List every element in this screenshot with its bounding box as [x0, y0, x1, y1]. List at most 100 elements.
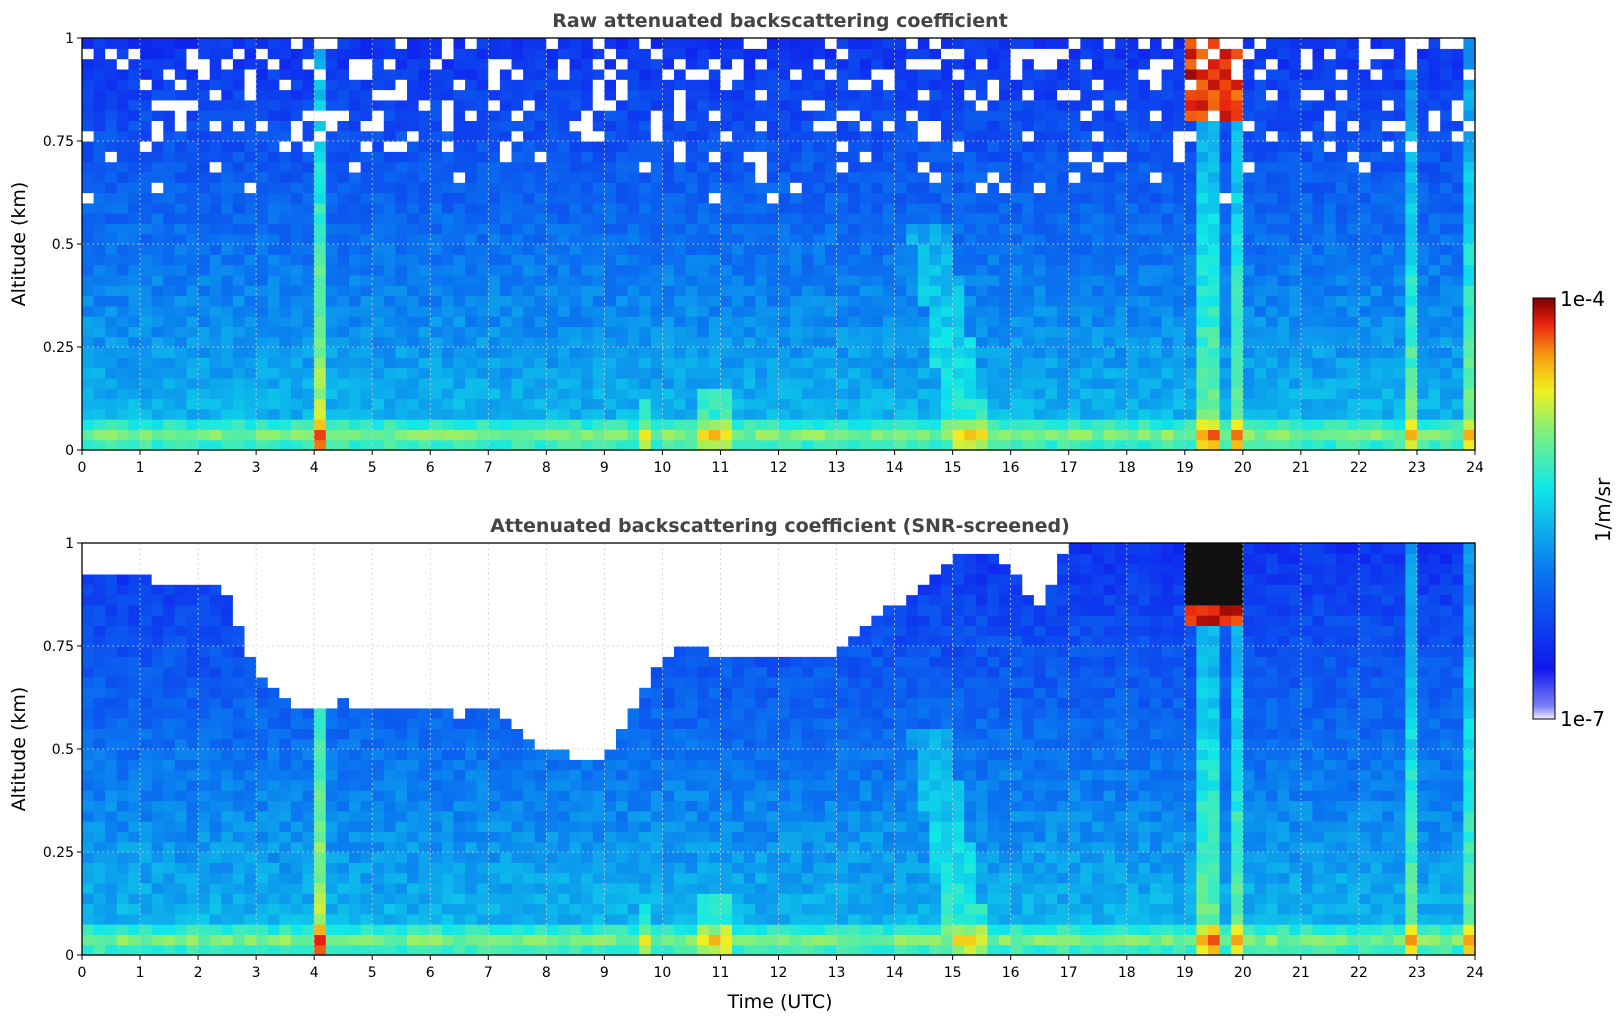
heatmap-cell [650, 223, 664, 235]
heatmap-cell [766, 429, 780, 441]
heatmap-cell [1115, 285, 1128, 297]
heatmap-cell [1208, 192, 1221, 204]
heatmap-cell [1149, 68, 1163, 80]
heatmap-cell [592, 99, 605, 111]
heatmap-cell [848, 419, 861, 430]
heatmap-cell [882, 429, 896, 441]
heatmap-cell [337, 357, 350, 369]
heatmap-cell [1451, 79, 1464, 91]
heatmap-cell [1428, 233, 1441, 245]
heatmap-cell [267, 171, 280, 183]
heatmap-cell [1033, 254, 1047, 266]
heatmap-cell [1057, 336, 1070, 348]
heatmap-cell [1080, 110, 1093, 121]
heatmap-cell [174, 244, 188, 255]
heatmap-cell [627, 408, 640, 420]
heatmap-cell [499, 398, 513, 410]
heatmap-cell [1254, 305, 1267, 317]
heatmap-cell [337, 305, 350, 317]
heatmap-cell [499, 68, 513, 80]
heatmap-cell [627, 151, 640, 163]
heatmap-cell [685, 254, 698, 266]
heatmap-cell [1405, 151, 1418, 163]
heatmap-cell [1451, 213, 1464, 224]
heatmap-cell [383, 439, 397, 451]
heatmap-cell [615, 264, 629, 276]
heatmap-cell [360, 295, 373, 307]
heatmap-cell [639, 68, 652, 80]
heatmap-cell [917, 274, 931, 286]
heatmap-cell [1324, 161, 1337, 173]
heatmap-cell [372, 182, 385, 194]
heatmap-cell [882, 295, 896, 307]
heatmap-cell [1242, 130, 1256, 142]
heatmap-cell [604, 161, 617, 173]
heatmap-cell [766, 419, 780, 430]
heatmap-cell [140, 254, 153, 266]
heatmap-cell [592, 213, 605, 224]
heatmap-cell [1266, 213, 1279, 224]
heatmap-cell [383, 264, 397, 276]
heatmap-cell [82, 790, 95, 802]
heatmap-cell [1149, 439, 1163, 451]
heatmap-cell [720, 439, 733, 451]
heatmap-cell [732, 99, 745, 111]
heatmap-cell [592, 305, 605, 317]
heatmap-cell [836, 233, 849, 245]
heatmap-cell [755, 357, 768, 369]
heatmap-cell [1080, 171, 1093, 183]
heatmap-cell [1440, 347, 1453, 358]
heatmap-cell [1312, 347, 1325, 358]
heatmap-cell [801, 274, 814, 286]
heatmap-cell [1010, 244, 1023, 255]
heatmap-cell [1300, 171, 1314, 183]
heatmap-cell [302, 161, 315, 173]
heatmap-cell [430, 79, 443, 91]
x-tick-label: 5 [368, 460, 377, 476]
heatmap-cell [325, 439, 338, 451]
heatmap-cell [1405, 295, 1418, 307]
heatmap-cell [697, 99, 710, 111]
heatmap-cell [1312, 244, 1325, 255]
heatmap-cell [1416, 110, 1430, 121]
heatmap-cell [325, 357, 338, 369]
heatmap-cell [755, 38, 768, 49]
heatmap-cell [1091, 213, 1105, 224]
heatmap-cell [1277, 254, 1290, 266]
heatmap-cell [1196, 233, 1209, 245]
heatmap-cell [906, 151, 919, 163]
heatmap-cell [163, 48, 176, 60]
heatmap-cell [1416, 202, 1430, 214]
heatmap-cell [801, 305, 814, 317]
heatmap-cell [1057, 316, 1070, 327]
heatmap-cell [1149, 377, 1163, 389]
heatmap-cell [1416, 171, 1430, 183]
heatmap-cell [267, 48, 280, 60]
heatmap-cell [1231, 408, 1244, 420]
heatmap-cell [975, 357, 989, 369]
heatmap-cell [1080, 161, 1093, 173]
heatmap-cell [1393, 89, 1406, 101]
heatmap-cell [372, 120, 385, 132]
heatmap-cell [1149, 326, 1163, 338]
heatmap-cell [813, 377, 826, 389]
heatmap-cell [882, 120, 896, 132]
heatmap-cell [302, 316, 315, 327]
heatmap-cell [488, 347, 501, 358]
heatmap-cell [952, 130, 965, 142]
heatmap-cell [1277, 285, 1290, 297]
heatmap-cell [1451, 233, 1464, 245]
heatmap-cell [720, 264, 733, 276]
heatmap-cell [824, 316, 838, 327]
heatmap-cell [116, 38, 130, 49]
heatmap-cell [952, 264, 965, 276]
heatmap-cell [221, 161, 234, 173]
heatmap-cell [999, 141, 1012, 152]
heatmap-cell [1208, 233, 1221, 245]
heatmap-cell [140, 99, 153, 111]
heatmap-cell [1033, 223, 1047, 235]
heatmap-cell [82, 38, 95, 49]
heatmap-cell [82, 367, 95, 379]
heatmap-cell [418, 429, 431, 441]
heatmap-cell [105, 316, 118, 327]
